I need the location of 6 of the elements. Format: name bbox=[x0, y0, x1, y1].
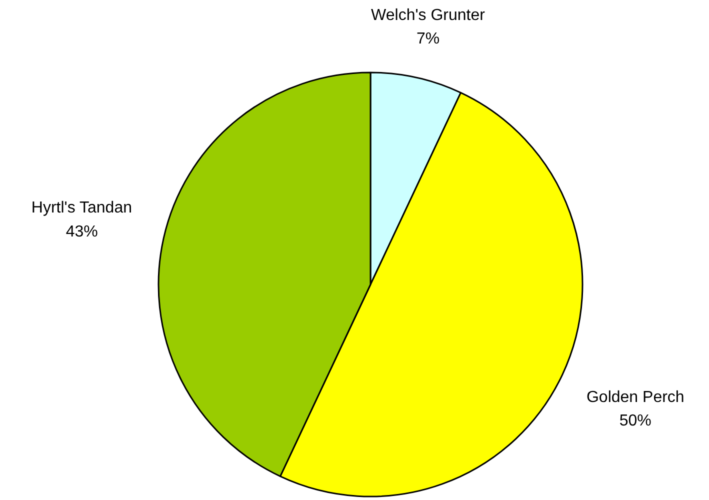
data-label: 50% bbox=[619, 412, 652, 430]
slice-label: Golden Perch bbox=[586, 388, 684, 406]
data-label: 7% bbox=[416, 30, 440, 48]
slice-label: Welch's Grunter bbox=[371, 6, 486, 24]
data-label: 43% bbox=[66, 223, 98, 240]
slice-label: Hyrtl's Tandan bbox=[31, 200, 132, 217]
